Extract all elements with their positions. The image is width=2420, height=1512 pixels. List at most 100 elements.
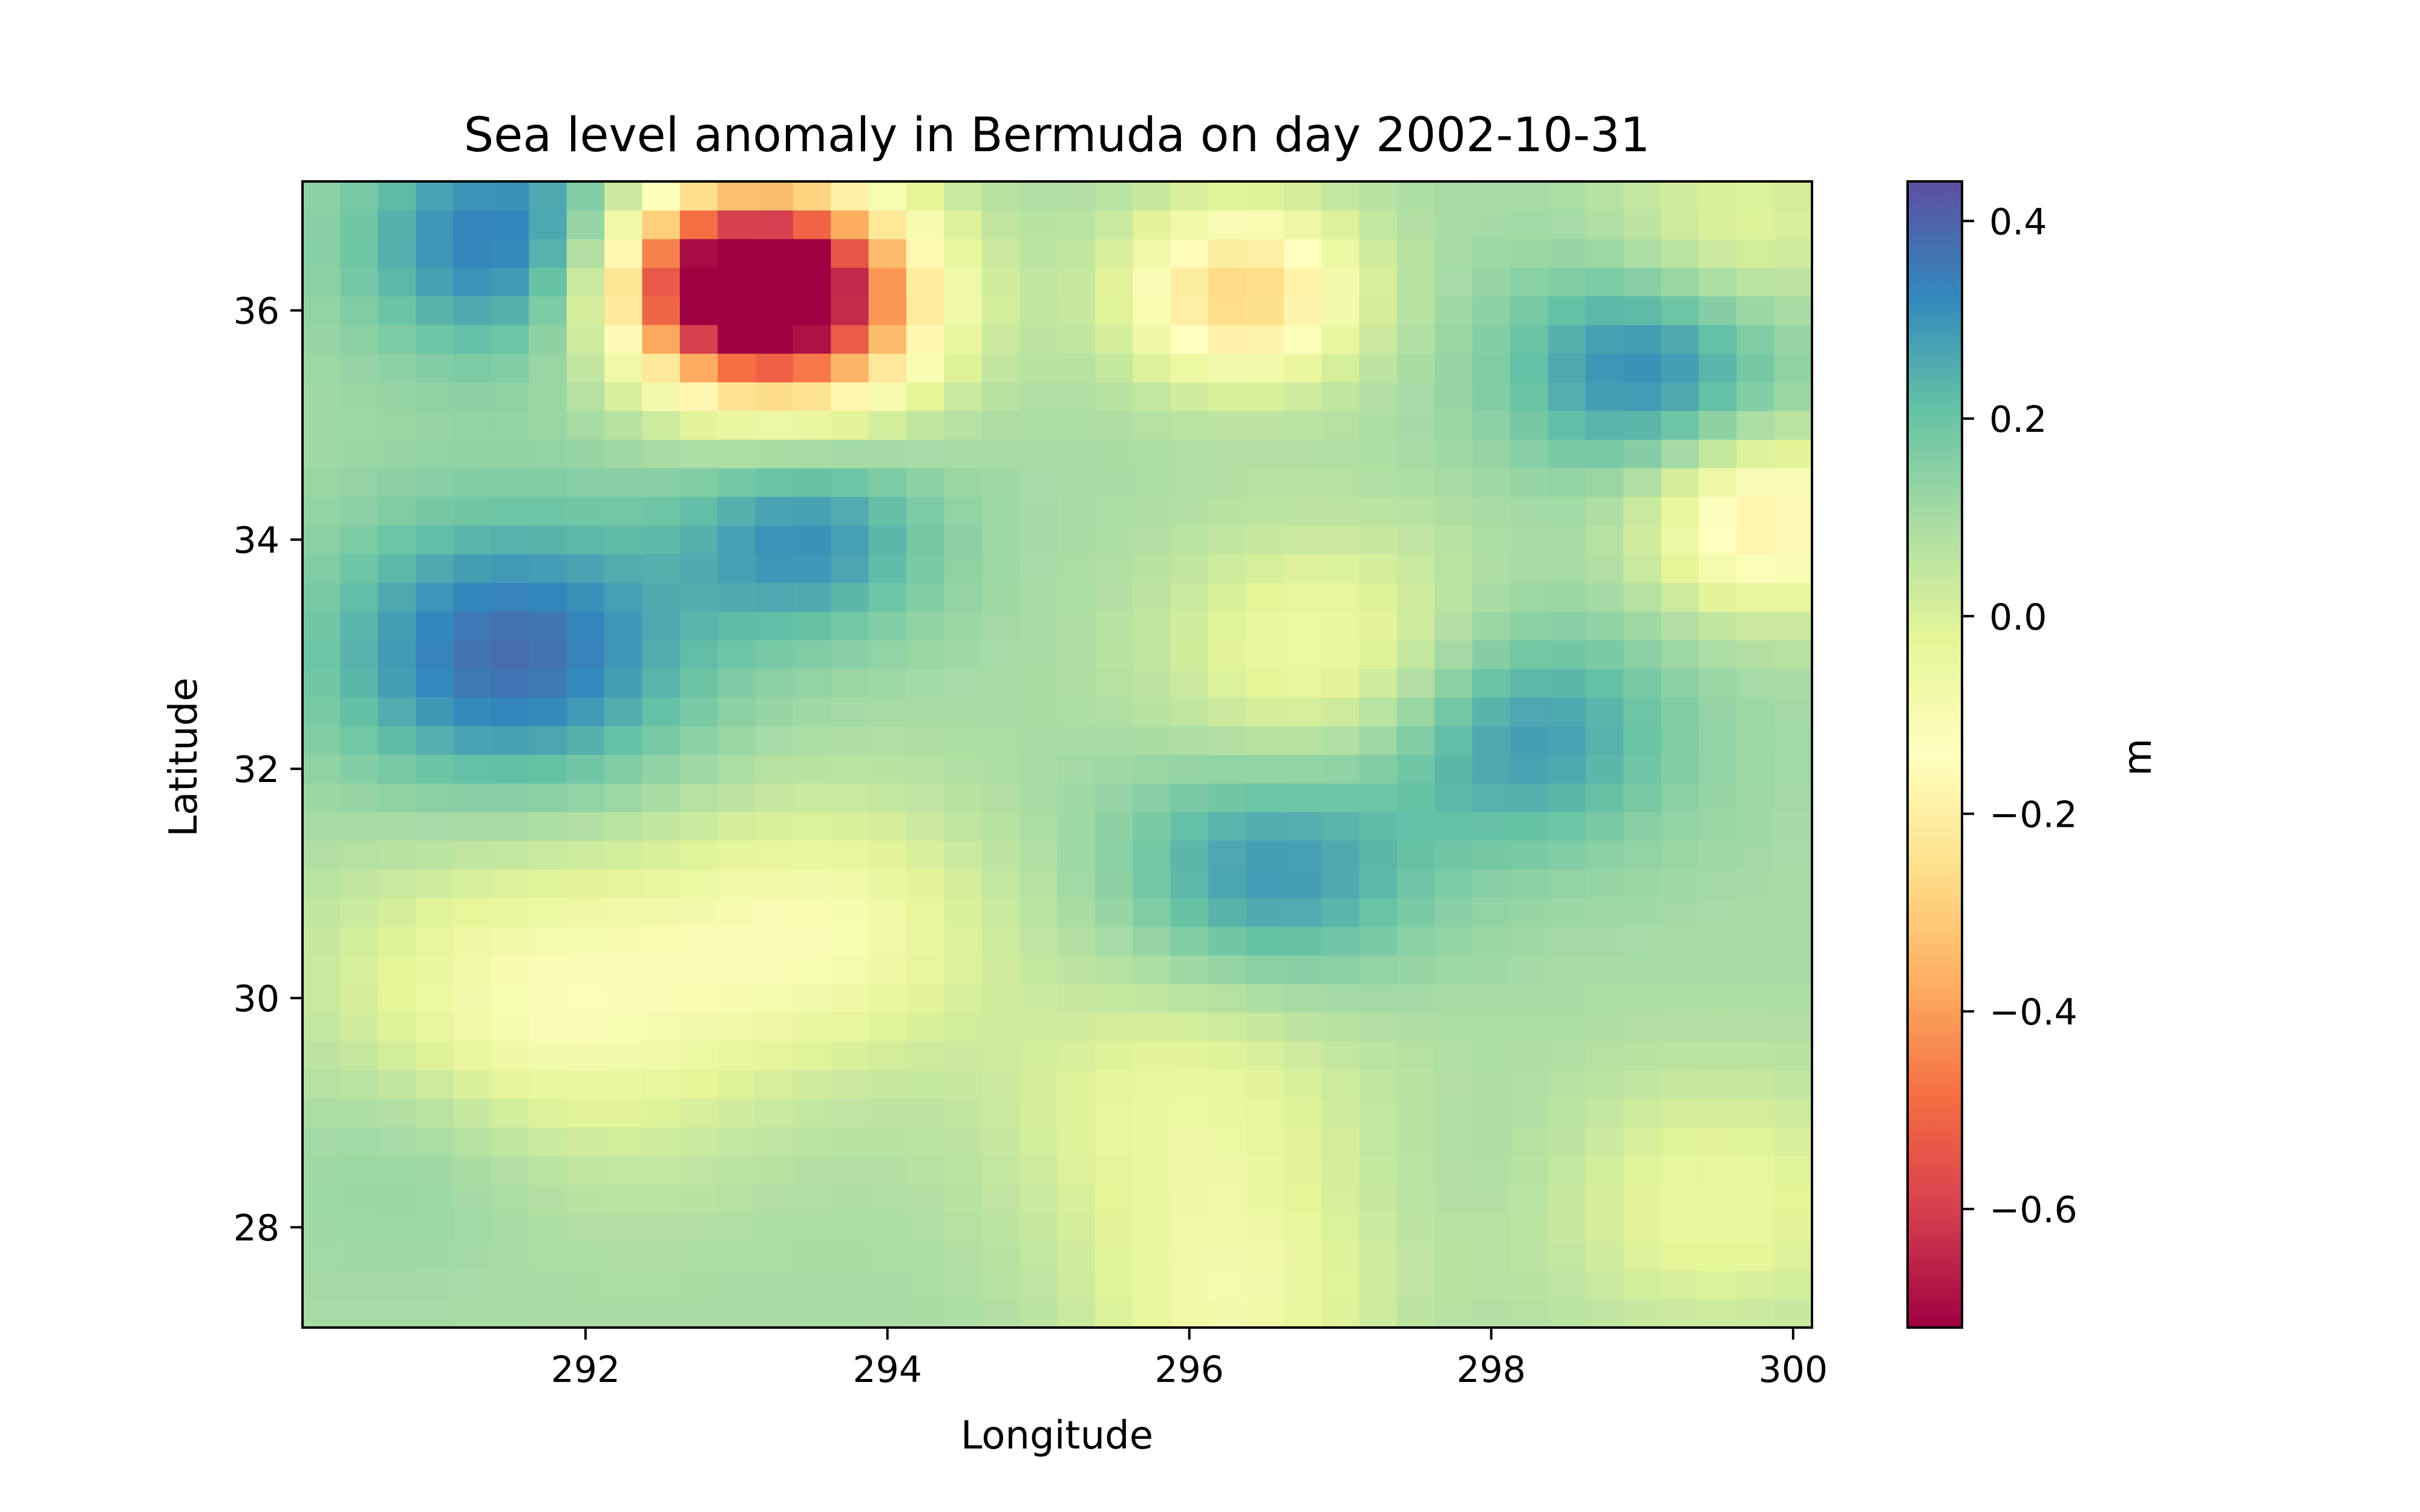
- heatmap-cell: [1698, 411, 1737, 440]
- heatmap-cell: [1698, 1270, 1737, 1300]
- heatmap-cell: [416, 582, 454, 612]
- heatmap-cell: [491, 525, 529, 555]
- heatmap-cell: [1094, 783, 1133, 812]
- heatmap-cell: [416, 840, 454, 870]
- heatmap-cell: [491, 668, 529, 698]
- heatmap-cell: [378, 783, 416, 812]
- heatmap-cell: [378, 1012, 416, 1041]
- heatmap-cell: [491, 324, 529, 354]
- heatmap-cell: [302, 955, 341, 985]
- heatmap-cell: [491, 783, 529, 812]
- heatmap-cell: [642, 1127, 681, 1156]
- heatmap-cell: [453, 1155, 492, 1185]
- heatmap-cell: [1359, 726, 1398, 755]
- heatmap-cell: [1133, 468, 1171, 497]
- heatmap-cell: [944, 525, 983, 555]
- heatmap-cell: [1057, 1270, 1096, 1300]
- heatmap-cell: [416, 1069, 454, 1099]
- heatmap-cell: [755, 324, 794, 354]
- heatmap-cell: [1623, 525, 1662, 555]
- heatmap-cell: [302, 525, 341, 555]
- heatmap-cell: [1019, 1155, 1058, 1185]
- heatmap-cell: [1208, 840, 1246, 870]
- heatmap-cell: [378, 468, 416, 497]
- heatmap-cell: [453, 1299, 492, 1328]
- heatmap-cell: [1548, 267, 1586, 297]
- heatmap-cell: [1283, 353, 1322, 383]
- heatmap-cell: [529, 1184, 567, 1214]
- heatmap-cell: [718, 439, 756, 469]
- heatmap-cell: [944, 1299, 983, 1328]
- heatmap-cell: [944, 697, 983, 726]
- heatmap-cell: [566, 1012, 605, 1041]
- heatmap-cell: [1434, 697, 1473, 726]
- heatmap-cell: [981, 468, 1020, 497]
- heatmap-cell: [868, 553, 907, 583]
- heatmap-cell: [1472, 1299, 1511, 1328]
- heatmap-cell: [1208, 210, 1246, 240]
- heatmap-cell: [1698, 296, 1737, 325]
- heatmap-cell: [718, 1098, 756, 1127]
- colorbar-tick-label: 0.4: [1989, 201, 2047, 243]
- heatmap-cell: [868, 1098, 907, 1127]
- heatmap-cell: [1321, 640, 1360, 669]
- heatmap-cell: [1094, 697, 1133, 726]
- heatmap-cell: [944, 1270, 983, 1300]
- heatmap-cell: [718, 210, 756, 240]
- heatmap-cell: [1396, 296, 1435, 325]
- heatmap-cell: [793, 898, 831, 927]
- heatmap-cell: [906, 840, 944, 870]
- heatmap-cell: [1434, 1041, 1473, 1070]
- colorbar-tick-label: −0.4: [1989, 991, 2078, 1034]
- heatmap-cell: [679, 926, 718, 956]
- heatmap-cell: [642, 1155, 681, 1185]
- heatmap-cell: [1321, 812, 1360, 841]
- heatmap-cell: [1321, 726, 1360, 755]
- heatmap-cell: [302, 1012, 341, 1041]
- heatmap-cell: [416, 238, 454, 268]
- heatmap-cell: [1585, 1270, 1624, 1300]
- heatmap-cell: [604, 697, 643, 726]
- heatmap-cell: [755, 210, 794, 240]
- heatmap-cell: [1548, 812, 1586, 841]
- heatmap-cell: [1698, 1155, 1737, 1185]
- heatmap-cell: [378, 1155, 416, 1185]
- heatmap-cell: [1698, 955, 1737, 985]
- heatmap-cell: [1019, 726, 1058, 755]
- heatmap-cell: [831, 1213, 869, 1242]
- heatmap-cell: [1661, 411, 1699, 440]
- heatmap-cell: [529, 1012, 567, 1041]
- heatmap-cell: [491, 353, 529, 383]
- heatmap-cell: [642, 1041, 681, 1070]
- heatmap-cell: [755, 411, 794, 440]
- heatmap-cell: [831, 210, 869, 240]
- heatmap-cell: [642, 1241, 681, 1271]
- heatmap-cell: [718, 181, 756, 210]
- heatmap-cell: [1585, 783, 1624, 812]
- heatmap-cell: [642, 1184, 681, 1214]
- heatmap-cell: [1434, 353, 1473, 383]
- heatmap-cell: [1434, 525, 1473, 555]
- heatmap-cell: [302, 296, 341, 325]
- heatmap-cell: [1774, 1155, 1813, 1185]
- heatmap-cell: [1434, 1241, 1473, 1271]
- heatmap-cell: [302, 783, 341, 812]
- heatmap-cell: [566, 353, 605, 383]
- heatmap-cell: [1283, 840, 1322, 870]
- heatmap-cell: [1057, 1127, 1096, 1156]
- heatmap-cell: [416, 553, 454, 583]
- heatmap-cell: [868, 1041, 907, 1070]
- heatmap-cell: [944, 898, 983, 927]
- heatmap-cell: [755, 1127, 794, 1156]
- heatmap-cell: [1321, 497, 1360, 526]
- heatmap-cell: [1094, 640, 1133, 669]
- heatmap-cell: [491, 439, 529, 469]
- heatmap-cell: [566, 611, 605, 640]
- heatmap-cell: [1736, 1127, 1775, 1156]
- heatmap-cell: [1585, 553, 1624, 583]
- heatmap-cell: [1472, 1155, 1511, 1185]
- heatmap-cell: [491, 181, 529, 210]
- heatmap-cell: [378, 1299, 416, 1328]
- heatmap-cell: [1133, 726, 1171, 755]
- heatmap-cell: [1661, 181, 1699, 210]
